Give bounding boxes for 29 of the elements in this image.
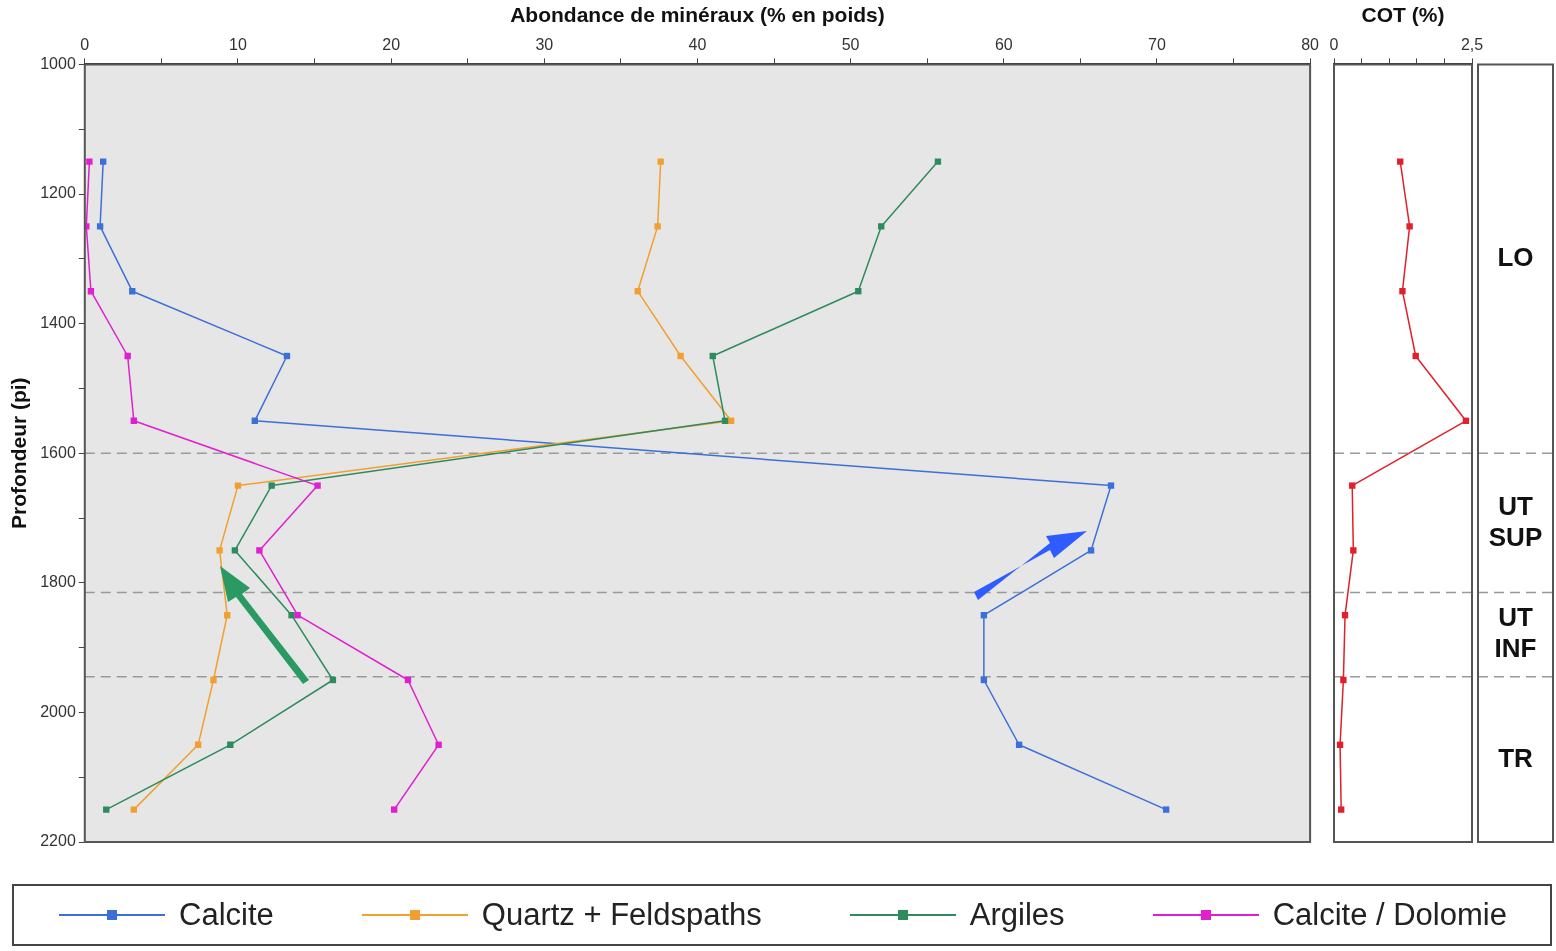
x-tick-label: 70 — [1148, 36, 1166, 54]
text: UT INF — [1494, 602, 1537, 664]
x-tick-label: 0 — [80, 36, 90, 54]
legend-label: Argiles — [969, 897, 1065, 933]
x-tick-label: 30 — [535, 36, 554, 54]
x-tick-label: 80 — [1301, 36, 1320, 54]
y-tick-label: 1200 — [40, 184, 76, 202]
text: UT SUP — [1488, 490, 1543, 552]
x-tick-label: 20 — [382, 36, 401, 54]
text: LO — [1497, 241, 1534, 272]
x-axis-title: Abondance de minéraux (% en poids) — [510, 3, 885, 27]
legend-label: Calcite / Dolomie — [1272, 897, 1507, 933]
text: TR — [1498, 742, 1534, 773]
y-tick-label: 1800 — [40, 573, 76, 591]
y-tick-label: 1400 — [40, 314, 76, 332]
y-axis-title: Profondeur (pi) — [7, 377, 31, 530]
y-tick-label: 1000 — [40, 54, 76, 72]
x-tick-label: 0 — [1329, 36, 1339, 54]
x-tick-label: 2,5 — [1460, 36, 1484, 54]
y-tick-label: 2000 — [40, 702, 76, 720]
x-axis-title: COT (%) — [1361, 3, 1445, 27]
legend-label: Quartz + Feldspaths — [481, 897, 762, 933]
y-tick-label: 1600 — [40, 443, 76, 461]
x-tick-label: 40 — [688, 36, 707, 54]
legend-label: Calcite — [179, 897, 274, 933]
x-tick-label: 10 — [229, 36, 247, 54]
y-tick-label: 2200 — [40, 832, 76, 850]
x-tick-label: 60 — [994, 36, 1013, 54]
x-tick-label: 50 — [841, 36, 860, 54]
